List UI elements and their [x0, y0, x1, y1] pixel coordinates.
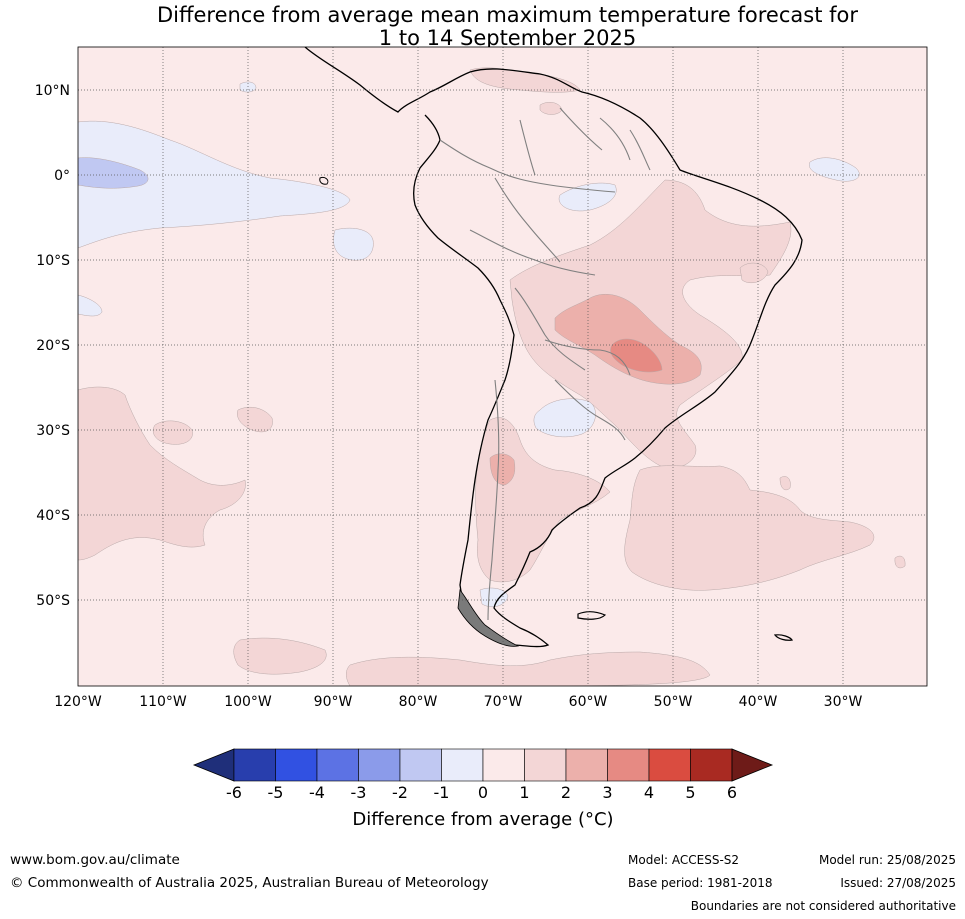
map-title: Difference from average mean maximum tem… — [0, 4, 965, 50]
lat-label: 10°N — [35, 83, 70, 99]
country-borders — [439, 107, 651, 621]
colorbar-tick-label: 1 — [519, 783, 529, 802]
anomaly-cool-pacific-core — [78, 157, 149, 189]
falkland-islands — [577, 611, 607, 620]
lat-label: 50°S — [36, 593, 70, 609]
lon-label: 80°W — [399, 694, 438, 710]
colorbar-tick-label: -1 — [434, 783, 450, 802]
colorbar-swatch — [648, 748, 691, 782]
colorbar-tick-label: 3 — [602, 783, 612, 802]
lon-label: 120°W — [54, 694, 102, 710]
galapagos — [319, 177, 329, 185]
tierra-del-fuego — [457, 588, 520, 647]
colorbar-tick-label: 0 — [478, 783, 488, 802]
colorbar-tick-label: -4 — [309, 783, 325, 802]
colorbar-tick-label: -5 — [268, 783, 284, 802]
title-line-2: 1 to 14 September 2025 — [378, 26, 637, 50]
model-run-text: Model run: 25/08/2025 — [818, 853, 956, 867]
anomaly-warm-patch-4 — [779, 476, 791, 491]
anomaly-hot-chile — [489, 453, 516, 486]
colorbar-tick-label: -3 — [351, 783, 367, 802]
lon-label: 60°W — [569, 694, 608, 710]
south-america-coastline — [304, 47, 803, 648]
colorbar-label: Difference from average (°C) — [352, 809, 614, 830]
lat-label: 40°S — [36, 508, 70, 524]
lon-label: 100°W — [224, 694, 272, 710]
lon-label: 90°W — [314, 694, 353, 710]
south-georgia — [773, 634, 794, 641]
colorbar-swatch — [524, 748, 567, 782]
anomaly-warm-pacific-2 — [233, 637, 327, 675]
disclaimer-text: Boundaries are not considered authoritat… — [690, 899, 956, 913]
title-line-1: Difference from average mean maximum tem… — [157, 3, 858, 27]
graticule — [78, 47, 927, 686]
anomaly-cool-patch-1 — [333, 227, 374, 261]
anomaly-hottest-core — [610, 338, 663, 373]
forecast-map: 10°N 0° 10°S 20°S 30°S 40°S 50°S 120°W 110°W 100… — [35, 46, 928, 710]
lon-label: 50°W — [654, 694, 693, 710]
colorbar-tick-label: -2 — [392, 783, 408, 802]
lon-label: 110°W — [139, 694, 187, 710]
lat-label: 10°S — [36, 253, 70, 269]
lat-label: 30°S — [36, 423, 70, 439]
website-link[interactable]: www.bom.gov.au/climate — [10, 852, 180, 868]
lon-label: 70°W — [484, 694, 523, 710]
colorbar-tick-label: -6 — [226, 783, 242, 802]
colorbar-swatch — [316, 748, 359, 782]
map-frame — [77, 46, 928, 687]
colorbar-swatch — [607, 748, 650, 782]
anomaly-cool-pacific — [78, 120, 351, 249]
colorbar-tick-label: 5 — [685, 783, 695, 802]
copyright-text: © Commonwealth of Australia 2025, Austra… — [10, 875, 489, 891]
colorbar-swatch — [482, 748, 525, 782]
colorbar-swatch — [690, 748, 733, 782]
lat-label: 20°S — [36, 338, 70, 354]
colorbar-swatch — [565, 748, 608, 782]
anomaly-warm-atlantic — [624, 465, 875, 591]
anomaly-warm-patch-1 — [152, 420, 193, 445]
anomaly-cool-patch-4 — [808, 157, 860, 182]
anomaly-warm-patch-5 — [894, 555, 906, 569]
colorbar-tick-label: 6 — [727, 783, 737, 802]
colorbar-swatch — [441, 748, 484, 782]
anomaly-warm-pacific — [78, 386, 246, 561]
anomaly-warm-patch-2 — [237, 407, 273, 433]
colorbar-swatch — [275, 748, 318, 782]
colorbar-swatch — [399, 748, 442, 782]
colorbar-swatch — [233, 748, 276, 782]
lon-label: 30°W — [824, 694, 863, 710]
lon-label: 40°W — [739, 694, 778, 710]
lat-label: 0° — [54, 168, 70, 184]
anomaly-cool-patch-5 — [558, 182, 617, 212]
colorbar-arrow-low — [192, 748, 235, 782]
model-text: Model: ACCESS-S2 — [628, 853, 740, 867]
base-period-text: Base period: 1981-2018 — [628, 876, 773, 890]
anomaly-cool-patch-2 — [78, 294, 103, 317]
anomaly-warm-patch-3 — [739, 262, 769, 283]
colorbar-swatch — [358, 748, 401, 782]
colorbar-tick-label: 2 — [561, 783, 571, 802]
colorbar-arrow-high — [731, 748, 774, 782]
issued-text: Issued: 27/08/2025 — [840, 876, 956, 890]
colorbar-tick-label: 4 — [644, 783, 654, 802]
